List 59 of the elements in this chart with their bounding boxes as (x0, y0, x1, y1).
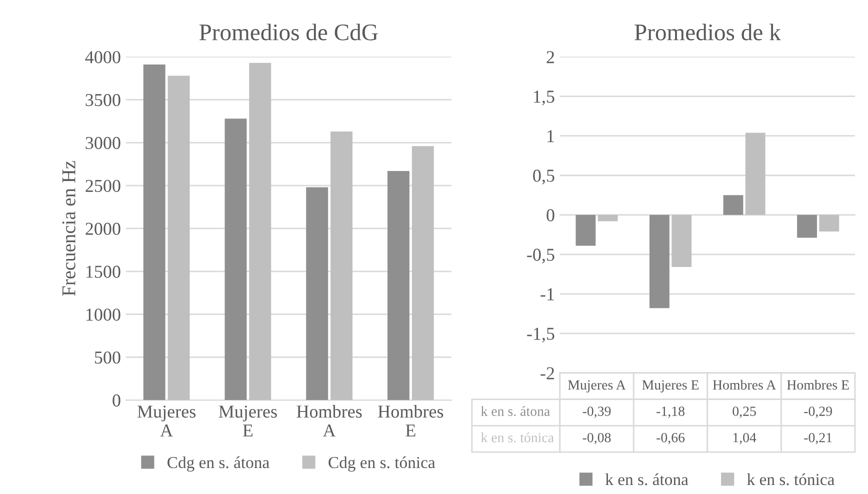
bar (249, 62, 272, 400)
legend-label: k en s. átona (605, 473, 688, 486)
bar (224, 118, 247, 400)
data-label: -0,39 (582, 406, 611, 418)
bar (797, 214, 817, 238)
x-tick-label: Hombres E (378, 405, 444, 436)
bar (387, 170, 410, 400)
text: k en s. tónica (480, 432, 554, 442)
bar (143, 64, 166, 400)
y-tick-label: 2 (546, 51, 554, 64)
bar (672, 214, 692, 268)
bar (819, 214, 840, 232)
legend-label: Cdg en s. átona (168, 456, 270, 472)
y-axis-title: Frecuencia en Hz (62, 161, 76, 296)
bar (168, 76, 190, 400)
y-tick-label: 1500 (86, 266, 120, 278)
bar (306, 187, 328, 400)
y-tick-label: -1,5 (527, 328, 554, 342)
y-tick-label: -1 (540, 288, 554, 300)
category-label: Mujeres E (642, 380, 699, 392)
y-tick-label: 4000 (85, 51, 120, 64)
legend-label: Cdg en s. tónica (328, 456, 436, 472)
y-tick-label: 3500 (86, 94, 120, 106)
category-label: Hombres A (712, 380, 776, 390)
bar (650, 214, 670, 308)
data-label: -0,29 (804, 406, 832, 418)
y-tick-label: 2500 (86, 180, 120, 192)
y-tick-label: 3000 (86, 136, 120, 150)
y-tick-label: 500 (94, 351, 120, 364)
data-label: 1,04 (733, 432, 756, 444)
y-tick-label: 1 (548, 130, 554, 142)
bar (576, 214, 596, 246)
y-tick-label: 0 (112, 394, 120, 407)
y-tick-label: 0 (546, 209, 554, 222)
chart-title: Promedios de CdG (199, 24, 378, 40)
bar (723, 195, 744, 215)
y-tick-label: -2 (540, 367, 554, 380)
bar (412, 146, 434, 400)
data-label: -0,08 (582, 432, 611, 444)
y-tick-label: 1,5 (534, 90, 554, 106)
text: k en s. átona (480, 406, 550, 416)
data-label: -0,21 (804, 432, 832, 444)
x-tick-label: Mujeres E (218, 406, 277, 436)
chart-title: Promedios de k (634, 24, 781, 40)
y-tick-label: 1000 (86, 308, 120, 321)
y-tick-label: 0,5 (533, 170, 554, 184)
y-tick-label: -0,5 (527, 248, 554, 264)
data-label: -0,66 (656, 432, 685, 444)
data-label: 0,25 (732, 406, 756, 418)
x-tick-label: Hombres A (296, 405, 362, 436)
bar (330, 131, 352, 400)
legend-label: k en s. tónica (747, 473, 834, 486)
data-label: -1,18 (656, 406, 684, 418)
y-tick-label: 2000 (86, 222, 120, 235)
bar (745, 132, 766, 215)
x-tick-label: Mujeres A (137, 406, 196, 436)
category-label: Mujeres A (568, 380, 626, 392)
bar (598, 214, 618, 222)
category-label: Hombres E (787, 380, 849, 390)
